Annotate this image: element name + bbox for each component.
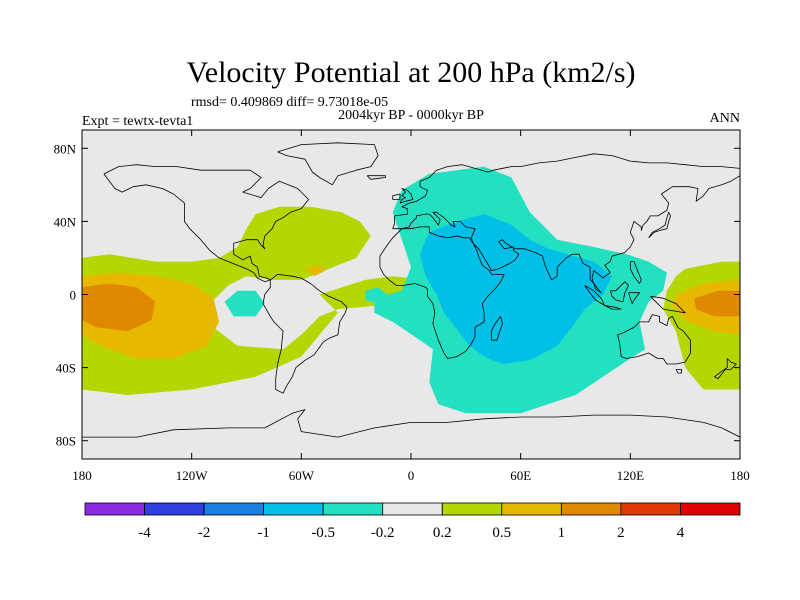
season-label: ANN bbox=[710, 111, 740, 126]
period-label: 2004kyr BP - 0000kyr BP bbox=[338, 108, 484, 123]
coastline-3 bbox=[392, 153, 740, 229]
lat-tick-label: 40S bbox=[56, 361, 76, 376]
coastline-7 bbox=[399, 188, 414, 204]
coastline-2 bbox=[262, 273, 348, 394]
experiment-label: Expt = tewtx-tevta1 bbox=[82, 114, 193, 129]
colorbar-label: -1 bbox=[257, 525, 270, 541]
lon-tick-label: 180 bbox=[730, 468, 750, 483]
colorbar-labels: -4 -2 -1 -0.5 -0.2 0.2 0.5 1 2 4 bbox=[138, 525, 685, 541]
coastline-16 bbox=[629, 261, 642, 284]
coastline-4 bbox=[392, 175, 740, 294]
colorbar-label: -0.2 bbox=[371, 525, 395, 541]
coastline-layer bbox=[82, 142, 740, 438]
contour-fill-layer bbox=[82, 166, 740, 414]
colorbar-box-1 bbox=[144, 502, 205, 516]
lon-tick-label: 60W bbox=[289, 468, 315, 483]
coastline-15 bbox=[650, 295, 686, 314]
coastline-19 bbox=[714, 358, 737, 380]
lat-tick-label: 80N bbox=[54, 141, 77, 156]
lat-tick-label: 80S bbox=[56, 434, 76, 449]
colorbar-box-5 bbox=[382, 502, 443, 516]
contour-region-4 bbox=[82, 283, 156, 332]
colorbar-boxes bbox=[84, 502, 741, 516]
contour-region-9 bbox=[365, 287, 388, 304]
colorbar-label: -0.5 bbox=[311, 525, 335, 541]
colorbar-box-0 bbox=[84, 502, 145, 516]
map-panel: 180 120W 60W 0 60E 120E 180 80N 40N 0 40S 80S bbox=[54, 129, 750, 483]
lon-tick-label: 60E bbox=[510, 468, 531, 483]
colorbar-label: -2 bbox=[198, 525, 211, 541]
coastline-8 bbox=[392, 193, 401, 200]
coastline-5 bbox=[379, 226, 505, 359]
coastline-18 bbox=[675, 368, 682, 374]
coastline-10 bbox=[648, 211, 671, 239]
contour-region-5 bbox=[694, 290, 740, 317]
colorbar-label: 2 bbox=[617, 525, 625, 541]
lon-tick-label: 120W bbox=[176, 468, 209, 483]
contour-region-8 bbox=[224, 290, 265, 317]
colorbar-label: -4 bbox=[138, 525, 151, 541]
stats-line: rmsd= 0.409869 diff= 9.73018e-05 bbox=[191, 95, 388, 110]
colorbar-label: 0.2 bbox=[433, 525, 452, 541]
lat-tick-label: 40N bbox=[54, 214, 77, 229]
coastline-13 bbox=[609, 281, 629, 303]
figure-title: Velocity Potential at 200 hPa (km2/s) bbox=[186, 56, 635, 89]
colorbar-label: 1 bbox=[558, 525, 566, 541]
contour-region-6 bbox=[305, 265, 326, 277]
lon-tick-label: 120E bbox=[617, 468, 645, 483]
colorbar-box-6 bbox=[441, 502, 503, 516]
coastline-9 bbox=[366, 175, 386, 180]
coastline-17 bbox=[617, 314, 691, 365]
coastline-6 bbox=[490, 315, 503, 341]
colorbar-label: 0.5 bbox=[492, 525, 511, 541]
colorbar-label: 4 bbox=[677, 525, 685, 541]
colorbar-box-3 bbox=[263, 502, 324, 516]
colorbar: -4 -2 -1 -0.5 -0.2 0.2 0.5 1 2 4 bbox=[84, 502, 741, 541]
lon-tick-label: 180 bbox=[72, 468, 92, 483]
coastline-12 bbox=[604, 305, 622, 310]
colorbar-box-4 bbox=[322, 502, 384, 516]
colorbar-box-8 bbox=[561, 502, 622, 516]
contour-region-10 bbox=[420, 214, 613, 364]
lon-tick-label: 0 bbox=[408, 468, 415, 483]
coastline-0 bbox=[103, 164, 310, 283]
colorbar-box-9 bbox=[620, 502, 681, 516]
lat-tick-label: 0 bbox=[70, 288, 77, 303]
coastline-14 bbox=[628, 292, 640, 305]
map-axes: 180 120W 60W 0 60E 120E 180 80N 40N 0 40S 80S bbox=[54, 130, 750, 483]
colorbar-box-7 bbox=[501, 502, 562, 516]
coastline-1 bbox=[277, 142, 379, 186]
colorbar-box-2 bbox=[203, 502, 265, 516]
colorbar-box-10 bbox=[680, 502, 741, 516]
coastline-20 bbox=[82, 409, 740, 438]
